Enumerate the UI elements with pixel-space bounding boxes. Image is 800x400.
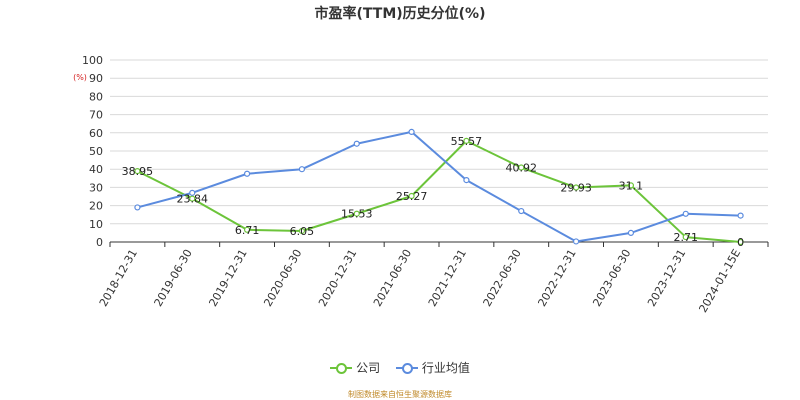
data-point-1 <box>134 204 141 211</box>
data-label: 6.71 <box>235 224 260 237</box>
data-point-0 <box>682 233 689 241</box>
data-point-0 <box>243 226 251 233</box>
x-tick-label: 2024-01-15E <box>696 247 743 315</box>
y-tick-label: 40 <box>89 163 103 176</box>
series-line-0 <box>136 139 741 243</box>
data-point-1 <box>298 166 306 173</box>
data-label: 38.95 <box>122 165 154 178</box>
series-points <box>134 128 744 246</box>
chart-title: 市盈率(TTM)历史分位(%) <box>314 6 486 22</box>
data-label: 25.27 <box>396 190 428 203</box>
x-axis: 2018-12-31 2019-06-30 2019-12-31 2020-06-30… <box>97 241 769 315</box>
y-unit-label: (%) <box>73 73 87 82</box>
legend-swatch-company <box>330 362 353 374</box>
data-point-0 <box>408 192 415 200</box>
data-point-0 <box>189 195 196 202</box>
x-tick-label: 2022-06-30 <box>481 247 524 309</box>
grid-lines <box>110 59 768 225</box>
y-tick-label: 0 <box>96 236 103 249</box>
data-point-1 <box>627 229 635 236</box>
data-point-1 <box>572 238 580 245</box>
y-axis: 0 10 20 30 40 50 60 70 80 90 100 (%) <box>73 54 103 249</box>
data-point-1 <box>463 177 470 184</box>
data-point-1 <box>682 210 689 217</box>
data-point-1 <box>737 212 744 219</box>
data-point-0 <box>353 210 360 217</box>
data-label: 15.53 <box>341 208 373 221</box>
data-label: 0 <box>737 236 744 249</box>
legend-swatch-industry-avg <box>395 362 418 374</box>
legend: 公司 行业均值 <box>0 359 800 377</box>
data-source-note: 制图数据来自恒生聚源数据库 <box>348 390 452 399</box>
data-point-0 <box>572 184 580 191</box>
x-tick-label: 2023-06-30 <box>590 247 633 309</box>
legend-label-company: 公司 <box>356 361 381 375</box>
y-tick-label: 60 <box>89 127 103 140</box>
data-point-1 <box>518 207 525 215</box>
x-tick-label: 2023-12-31 <box>645 247 688 309</box>
data-point-0 <box>463 137 470 144</box>
data-label: 31.1 <box>619 179 644 192</box>
data-point-0 <box>627 182 635 189</box>
x-tick-label: 2019-12-31 <box>206 247 249 309</box>
data-label: 6.05 <box>290 225 315 238</box>
data-label: 23.84 <box>177 193 209 206</box>
y-tick-label: 30 <box>89 181 103 194</box>
data-label: 29.93 <box>560 182 592 195</box>
y-tick-label: 50 <box>89 145 103 158</box>
legend-item-company[interactable]: 公司 <box>330 359 380 376</box>
data-point-0 <box>134 168 141 175</box>
x-tick-label: 2022-12-31 <box>535 247 578 309</box>
x-tick-label: 2020-06-30 <box>261 247 304 309</box>
data-point-0 <box>298 227 306 235</box>
data-point-1 <box>353 140 360 147</box>
data-point-0 <box>518 164 525 171</box>
data-point-0 <box>737 238 744 246</box>
data-label: 2.71 <box>674 231 699 244</box>
x-tick-label: 2021-12-31 <box>426 247 469 309</box>
y-tick-label: 70 <box>89 109 103 122</box>
y-tick-label: 100 <box>82 54 103 67</box>
data-label: 55.57 <box>451 135 483 148</box>
legend-label-industry-avg: 行业均值 <box>421 361 470 375</box>
x-tick-label: 2020-12-31 <box>316 247 359 309</box>
x-tick-label: 2019-06-30 <box>152 247 195 309</box>
y-tick-label: 10 <box>89 218 103 231</box>
data-label: 40.92 <box>506 162 538 175</box>
x-tick-label: 2018-12-31 <box>97 247 140 309</box>
data-point-1 <box>189 189 196 196</box>
data-point-1 <box>408 128 415 135</box>
y-tick-label: 20 <box>89 200 103 213</box>
legend-item-industry-avg[interactable]: 行业均值 <box>395 359 470 376</box>
data-labels: 38.95 23.84 6.71 6.05 15.53 25.27 55.57 40.92 29… <box>122 135 744 249</box>
x-tick-label: 2021-06-30 <box>371 247 414 309</box>
y-tick-label: 80 <box>89 90 103 103</box>
series-lines <box>136 130 741 243</box>
y-tick-label: 90 <box>89 72 103 85</box>
series-line-1 <box>137 130 741 243</box>
data-point-1 <box>243 170 251 177</box>
